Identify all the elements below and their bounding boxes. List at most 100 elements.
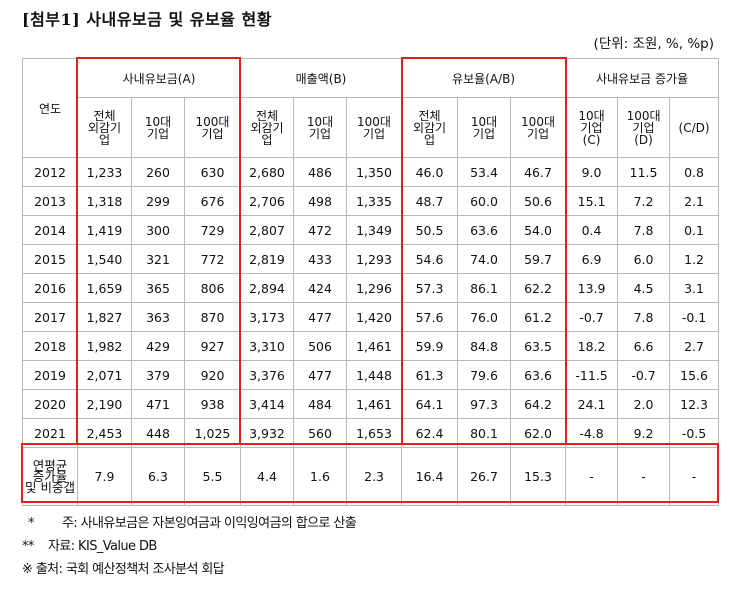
subheader-ratio-top100: 100대 기업 [510, 97, 567, 158]
year-cell: 2014 [22, 215, 78, 245]
year-cell: 2017 [22, 302, 78, 332]
cagr-value: 2.3 [345, 447, 403, 506]
value-cell: 54.0 [510, 215, 567, 245]
value-cell: 1,335 [345, 186, 403, 216]
value-cell: 676 [184, 186, 241, 216]
value-cell: 560 [293, 418, 347, 448]
value-cell: 9.2 [617, 418, 671, 448]
value-cell: 365 [131, 273, 185, 303]
cagr-value: 4.4 [240, 447, 294, 506]
value-cell: 477 [293, 360, 347, 390]
value-cell: 74.0 [457, 244, 512, 274]
value-cell: 1,296 [345, 273, 403, 303]
cagr-value: - [669, 447, 720, 506]
value-cell: 6.6 [617, 331, 671, 361]
value-cell: 1,233 [77, 157, 132, 187]
value-cell: 920 [184, 360, 241, 390]
table-row: 2021 2,453 448 1,025 3,932 560 1,653 62.4 80.1 62… [22, 418, 720, 448]
value-cell: 15.1 [565, 186, 619, 216]
value-cell: 1,540 [77, 244, 132, 274]
value-cell: 60.0 [457, 186, 512, 216]
value-cell: 300 [131, 215, 185, 245]
value-cell: 3,173 [240, 302, 294, 332]
value-cell: 57.3 [401, 273, 459, 303]
subheader-ratio-all: 전체 외감기 업 [401, 97, 459, 158]
value-cell: 506 [293, 331, 347, 361]
unit-label: (단위: 조원, %, %p) [593, 36, 714, 52]
table-row: 2020 2,190 471 938 3,414 484 1,461 64.1 97.3 64.2… [22, 389, 720, 419]
value-cell: 59.9 [401, 331, 459, 361]
value-cell: 3,310 [240, 331, 294, 361]
group-header-growth: 사내유보금 증가율 [565, 58, 720, 98]
subheader-sales-top100: 100대 기업 [345, 97, 403, 158]
value-cell: 1,461 [345, 331, 403, 361]
value-cell: 2,190 [77, 389, 132, 419]
value-cell: 97.3 [457, 389, 512, 419]
subheader-sales-all: 전체 외감기 업 [240, 97, 294, 158]
value-cell: 424 [293, 273, 347, 303]
value-cell: 2.1 [669, 186, 720, 216]
cagr-value: 26.7 [457, 447, 512, 506]
footnote-3: ※ 출처: 국회 예산정책처 조사분석 회답 [22, 562, 225, 577]
subheader-reserves-top100: 100대 기업 [184, 97, 241, 158]
value-cell: 477 [293, 302, 347, 332]
value-cell: 498 [293, 186, 347, 216]
value-cell: 1,419 [77, 215, 132, 245]
subheader-growth-ratio: (C/D) [669, 97, 720, 158]
table-row: 2018 1,982 429 927 3,310 506 1,461 59.9 84.8 63.5… [22, 331, 720, 361]
value-cell: 1,461 [345, 389, 403, 419]
value-cell: -0.7 [565, 302, 619, 332]
value-cell: 11.5 [617, 157, 671, 187]
value-cell: 63.6 [510, 360, 567, 390]
value-cell: 3,376 [240, 360, 294, 390]
subheader-reserves-top10: 10대 기업 [131, 97, 185, 158]
year-cell: 2013 [22, 186, 78, 216]
header-group-row: 연도 사내유보금(A) 매출액(B) 유보율(A/B) 사내유보금 증가율 [22, 58, 720, 158]
value-cell: 46.0 [401, 157, 459, 187]
cagr-value: 15.3 [510, 447, 567, 506]
header-sub-row: 전체 외감기 업 10대 기업 100대 기업 전체 외감기 업 10대 기업 100대 기업 전체 외감기 업… [23, 97, 720, 158]
value-cell: 1,982 [77, 331, 132, 361]
value-cell: 6.9 [565, 244, 619, 274]
group-header-reserves: 사내유보금(A) [77, 58, 241, 98]
table-row: 2017 1,827 363 870 3,173 477 1,420 57.6 76.0 61.2… [22, 302, 720, 332]
table-row: 2013 1,318 299 676 2,706 498 1,335 48.7 60.0 50.6… [22, 186, 720, 216]
value-cell: 260 [131, 157, 185, 187]
year-cell: 2021 [22, 418, 78, 448]
value-cell: 299 [131, 186, 185, 216]
value-cell: 2,894 [240, 273, 294, 303]
value-cell: 1.2 [669, 244, 720, 274]
value-cell: 84.8 [457, 331, 512, 361]
value-cell: 64.1 [401, 389, 459, 419]
value-cell: 1,349 [345, 215, 403, 245]
table-row: 2014 1,419 300 729 2,807 472 1,349 50.5 63.6 54.0… [22, 215, 720, 245]
value-cell: 76.0 [457, 302, 512, 332]
value-cell: 46.7 [510, 157, 567, 187]
value-cell: 50.6 [510, 186, 567, 216]
page-title: [첨부1] 사내유보금 및 유보율 현황 [22, 10, 272, 29]
value-cell: 61.3 [401, 360, 459, 390]
footnote-2: ** 자료: KIS_Value DB [22, 539, 157, 554]
value-cell: 2.7 [669, 331, 720, 361]
value-cell: 6.0 [617, 244, 671, 274]
subheader-growth-top100: 100대 기업 (D) [617, 97, 671, 158]
value-cell: 379 [131, 360, 185, 390]
table-row: 2016 1,659 365 806 2,894 424 1,296 57.3 86.1 62.2… [22, 273, 720, 303]
subheader-growth-top10: 10대 기업 (C) [565, 97, 619, 158]
value-cell: -4.8 [565, 418, 619, 448]
value-cell: 24.1 [565, 389, 619, 419]
value-cell: 13.9 [565, 273, 619, 303]
value-cell: 2,807 [240, 215, 294, 245]
value-cell: 2,706 [240, 186, 294, 216]
value-cell: 63.6 [457, 215, 512, 245]
value-cell: 2,680 [240, 157, 294, 187]
cagr-value: 6.3 [131, 447, 185, 506]
value-cell: 48.7 [401, 186, 459, 216]
table-body: 2012 1,233 260 630 2,680 486 1,350 46.0 53.4 46.7… [22, 157, 720, 506]
value-cell: 1,827 [77, 302, 132, 332]
value-cell: 1,420 [345, 302, 403, 332]
value-cell: 1,448 [345, 360, 403, 390]
value-cell: 927 [184, 331, 241, 361]
year-header: 연도 [22, 58, 78, 158]
cagr-value: - [565, 447, 619, 506]
